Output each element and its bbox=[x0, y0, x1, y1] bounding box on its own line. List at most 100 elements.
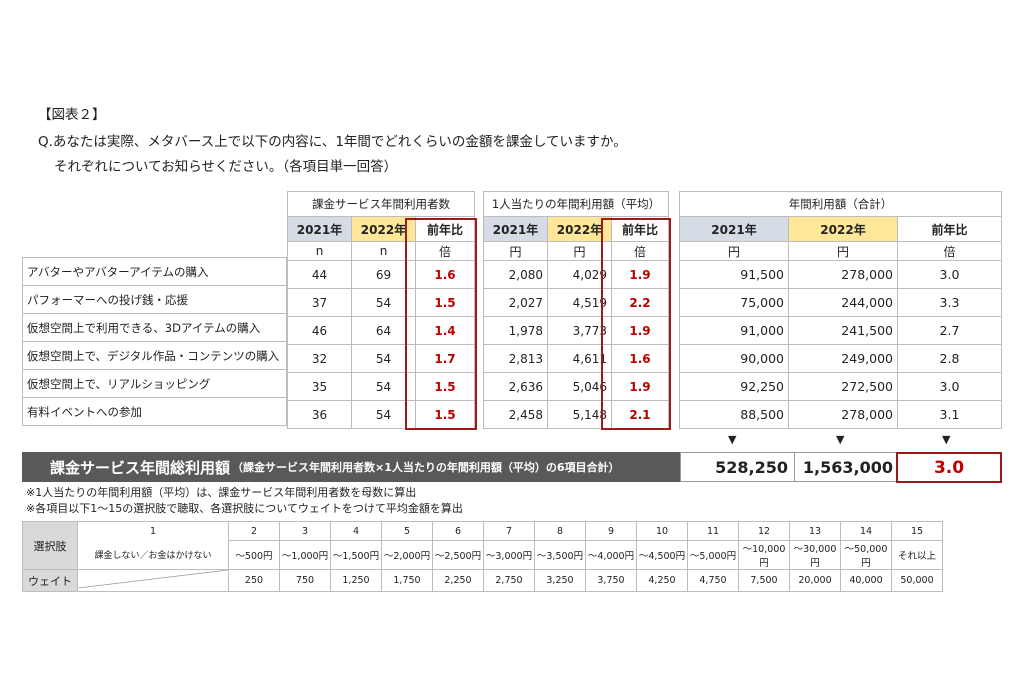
table-row: 仮想空間上で、デジタル作品・コンテンツの購入 bbox=[22, 341, 287, 370]
table-row: 2,458 5,148 2.1 bbox=[483, 400, 669, 429]
per-person-2022-value: 4,519 bbox=[547, 288, 612, 317]
choice-number: 11 bbox=[687, 521, 739, 541]
per-person-ratio-value: 1.9 bbox=[611, 260, 669, 289]
total-subtitle: （課金サービス年間利用者数×1人当たりの年間利用額（平均）の6項目合計） bbox=[232, 461, 620, 474]
annual-2022-value: 241,500 bbox=[788, 316, 898, 345]
per-person-ratio-value: 1.9 bbox=[611, 372, 669, 401]
unit-times: 倍 bbox=[897, 241, 1002, 261]
table-row: 仮想空間上で利用できる、3Dアイテムの購入 bbox=[22, 313, 287, 342]
table-row: 37 54 1.5 bbox=[287, 288, 475, 317]
weight-value: 3,750 bbox=[585, 569, 637, 592]
choice-text: ～2,500円 bbox=[432, 540, 484, 570]
total-title: 課金サービス年間総利用額 bbox=[50, 458, 231, 477]
users-2022-value: 54 bbox=[351, 400, 416, 429]
choice-text: ～30,000円 bbox=[789, 540, 841, 570]
per-person-2021-header: 2021年 bbox=[483, 216, 548, 242]
annual-ratio-value: 3.0 bbox=[897, 372, 1002, 401]
weight-value: 7,500 bbox=[738, 569, 790, 592]
choice-number: 9 bbox=[585, 521, 637, 541]
annual-2022-value: 278,000 bbox=[788, 260, 898, 289]
unit-times: 倍 bbox=[611, 241, 669, 261]
table-row: 44 69 1.6 bbox=[287, 260, 475, 289]
per-person-ratio-value: 1.6 bbox=[611, 344, 669, 373]
choice-text: ～500円 bbox=[228, 540, 280, 570]
users-ratio-value: 1.7 bbox=[415, 344, 475, 373]
users-2021-value: 37 bbox=[287, 288, 352, 317]
total-2022: 1,563,000 bbox=[794, 452, 898, 482]
per-person-group-header: 1人当たりの年間利用額（平均） bbox=[483, 191, 669, 217]
choice-number: 6 bbox=[432, 521, 484, 541]
annual-2022-header: 2022年 bbox=[788, 216, 898, 242]
weight-value: 1,750 bbox=[381, 569, 433, 592]
table-row: 92,250 272,500 3.0 bbox=[679, 372, 1002, 401]
table-row: 仮想空間上で、リアルショッピング bbox=[22, 369, 287, 398]
choice-number: 12 bbox=[738, 521, 790, 541]
row-label-table: アバターやアバターアイテムの購入 パフォーマーへの投げ銭・応援 仮想空間上で利用でき… bbox=[22, 191, 287, 426]
total-ratio: 3.0 bbox=[896, 452, 1002, 483]
row-label: 仮想空間上で利用できる、3Dアイテムの購入 bbox=[22, 313, 287, 342]
choice-text: それ以上 bbox=[891, 540, 943, 570]
annual-2021-value: 90,000 bbox=[679, 344, 789, 373]
table-row: パフォーマーへの投げ銭・応援 bbox=[22, 285, 287, 314]
per-person-ratio-header: 前年比 bbox=[611, 216, 669, 242]
choice-number: 1 bbox=[77, 521, 229, 541]
total-bar: 課金サービス年間総利用額 （課金サービス年間利用者数×1人当たりの年間利用額（平… bbox=[22, 452, 680, 482]
unit-yen: 円 bbox=[483, 241, 548, 261]
users-2021-value: 46 bbox=[287, 316, 352, 345]
per-person-2022-value: 5,046 bbox=[547, 372, 612, 401]
per-person-2021-value: 2,080 bbox=[483, 260, 548, 289]
table-row: 88,500 278,000 3.1 bbox=[679, 400, 1002, 429]
annual-2022-value: 272,500 bbox=[788, 372, 898, 401]
unit-n: n bbox=[287, 241, 352, 261]
choice-number: 8 bbox=[534, 521, 586, 541]
annual-2021-value: 88,500 bbox=[679, 400, 789, 429]
choice-text: ～50,000円 bbox=[840, 540, 892, 570]
users-2021-value: 36 bbox=[287, 400, 352, 429]
table-row: 36 54 1.5 bbox=[287, 400, 475, 429]
annual-ratio-value: 2.7 bbox=[897, 316, 1002, 345]
annual-ratio-value: 3.0 bbox=[897, 260, 1002, 289]
users-group-header: 課金サービス年間利用者数 bbox=[287, 191, 475, 217]
annual-ratio-header: 前年比 bbox=[897, 216, 1002, 242]
per-person-2021-value: 1,978 bbox=[483, 316, 548, 345]
row-label: 有料イベントへの参加 bbox=[22, 397, 287, 426]
down-arrow-icon: ▼ bbox=[836, 433, 845, 446]
users-ratio-value: 1.5 bbox=[415, 288, 475, 317]
choice-number: 3 bbox=[279, 521, 331, 541]
per-person-ratio-value: 2.1 bbox=[611, 400, 669, 429]
weight-value: 20,000 bbox=[789, 569, 841, 592]
weight-value: 2,750 bbox=[483, 569, 535, 592]
table-row: 2,080 4,029 1.9 bbox=[483, 260, 669, 289]
per-person-2022-value: 4,029 bbox=[547, 260, 612, 289]
choice-text: ～2,000円 bbox=[381, 540, 433, 570]
weight-label: ウェイト bbox=[22, 569, 78, 592]
note-2: ※各項目以下1～15の選択肢で聴取、各選択肢についてウェイトをつけて平均金額を算… bbox=[26, 502, 463, 515]
weight-value: 250 bbox=[228, 569, 280, 592]
question-line-2: それぞれについてお知らせください。（各項目単一回答） bbox=[54, 159, 398, 175]
table-row: 35 54 1.5 bbox=[287, 372, 475, 401]
weight-value: 750 bbox=[279, 569, 331, 592]
table-row: 有料イベントへの参加 bbox=[22, 397, 287, 426]
users-2022-value: 64 bbox=[351, 316, 416, 345]
annual-2021-value: 91,500 bbox=[679, 260, 789, 289]
choice-number: 10 bbox=[636, 521, 688, 541]
down-arrow-icon: ▼ bbox=[728, 433, 737, 446]
annual-group-header: 年間利用額（合計） bbox=[679, 191, 1002, 217]
weight-value: 4,250 bbox=[636, 569, 688, 592]
users-ratio-value: 1.5 bbox=[415, 400, 475, 429]
table-row: 46 64 1.4 bbox=[287, 316, 475, 345]
users-ratio-value: 1.4 bbox=[415, 316, 475, 345]
table-row: 91,500 278,000 3.0 bbox=[679, 260, 1002, 289]
diagonal-line bbox=[77, 569, 229, 589]
choice-text: ～1,000円 bbox=[279, 540, 331, 570]
note-1: ※1人当たりの年間利用額（平均）は、課金サービス年間利用者数を母数に算出 bbox=[26, 486, 417, 499]
table-row: 91,000 241,500 2.7 bbox=[679, 316, 1002, 345]
unit-times: 倍 bbox=[415, 241, 475, 261]
per-person-table: 1人当たりの年間利用額（平均） 2021年 2022年 前年比 円 円 倍 2,… bbox=[483, 191, 669, 429]
choice-text: ～1,500円 bbox=[330, 540, 382, 570]
per-person-2021-value: 2,813 bbox=[483, 344, 548, 373]
choice-number: 7 bbox=[483, 521, 535, 541]
annual-2022-value: 249,000 bbox=[788, 344, 898, 373]
users-table: 課金サービス年間利用者数 2021年 2022年 前年比 n n 倍 44 69 1… bbox=[287, 191, 475, 429]
choice-number: 14 bbox=[840, 521, 892, 541]
